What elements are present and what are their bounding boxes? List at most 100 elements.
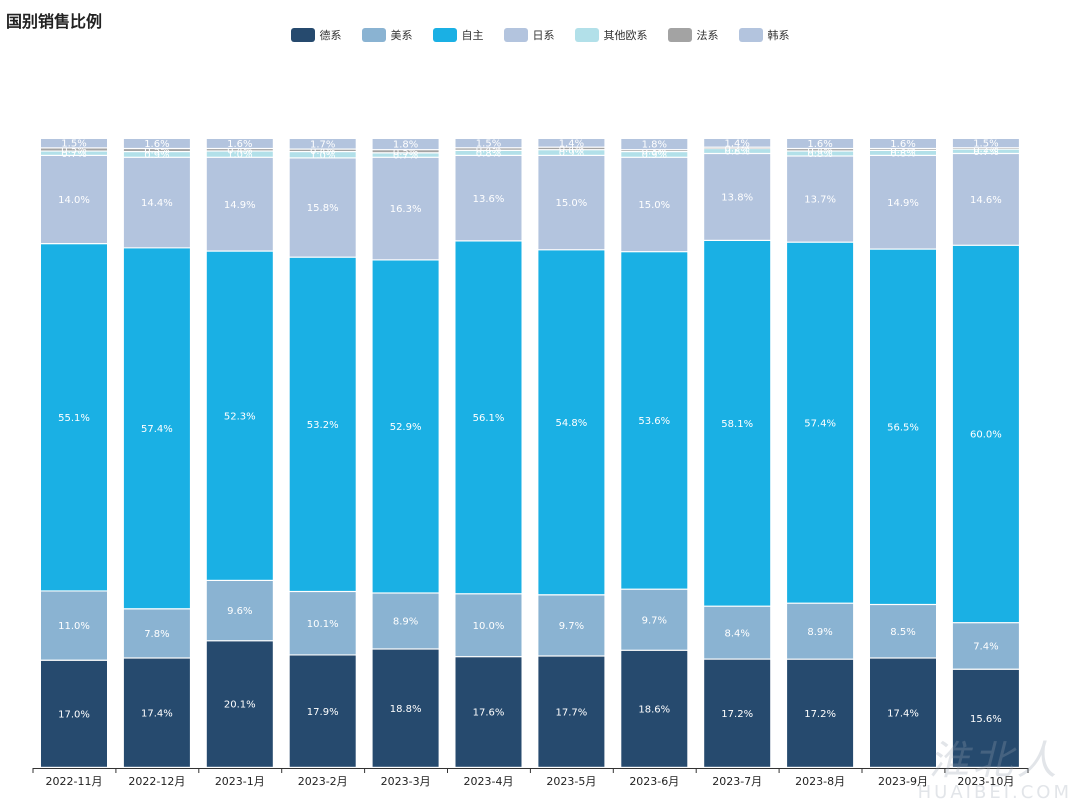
bar-segment[interactable] [372, 153, 439, 157]
bar-segment[interactable] [538, 139, 605, 147]
bar-segment[interactable] [206, 641, 273, 767]
legend-item[interactable]: 法系 [667, 27, 719, 43]
bar-segment[interactable] [455, 156, 522, 241]
bar-segment[interactable] [206, 581, 273, 641]
bar-segment[interactable] [538, 156, 605, 250]
data-label: 0.3% [890, 145, 915, 156]
bar-segment[interactable] [455, 657, 522, 767]
x-tick-label: 2023-7月 [712, 775, 762, 788]
data-label: 0.4% [476, 145, 501, 156]
bar-segment[interactable] [41, 139, 107, 148]
bar-segment[interactable] [123, 609, 190, 658]
legend-item[interactable]: 德系 [290, 27, 342, 43]
bar-segment[interactable] [787, 659, 854, 767]
bar-segment[interactable] [704, 241, 771, 606]
data-label: 0.9% [144, 150, 169, 161]
bar-segment[interactable] [952, 139, 1019, 148]
bar-segment[interactable] [870, 249, 936, 604]
bar-segment[interactable] [538, 595, 605, 656]
bar-segment[interactable] [41, 660, 107, 767]
bar-segment[interactable] [621, 152, 688, 157]
data-label: 0.4% [559, 144, 584, 155]
bar-segment[interactable] [289, 149, 356, 151]
bar-segment[interactable] [787, 156, 854, 242]
bar-segment[interactable] [538, 147, 605, 150]
bar-segment[interactable] [123, 157, 190, 248]
bar-segment[interactable] [206, 151, 273, 157]
bar-segment[interactable] [870, 149, 936, 150]
bar-segment[interactable] [289, 139, 356, 149]
bar-segment[interactable] [455, 148, 522, 150]
bar-segment[interactable] [870, 658, 936, 767]
data-label: 14.6% [970, 195, 1002, 206]
bar-segment[interactable] [41, 151, 107, 155]
bar-segment[interactable] [372, 649, 439, 767]
bar-segment[interactable] [372, 260, 439, 593]
bar-segment[interactable] [455, 241, 522, 594]
bar-segment[interactable] [41, 591, 107, 660]
bar-segment[interactable] [704, 149, 771, 153]
bar-segment[interactable] [206, 149, 273, 151]
bar-segment[interactable] [123, 658, 190, 767]
data-label: 8.5% [890, 627, 915, 638]
bar-segment[interactable] [704, 147, 771, 149]
bar-segment[interactable] [952, 623, 1019, 669]
bar-segment[interactable] [621, 252, 688, 589]
bar-segment[interactable] [206, 251, 273, 580]
bar-segment[interactable] [787, 139, 854, 148]
bar-segment[interactable] [123, 149, 190, 151]
bar-segment[interactable] [372, 139, 439, 150]
bar-segment[interactable] [952, 669, 1019, 767]
bar-segment[interactable] [289, 158, 356, 257]
data-label: 15.0% [556, 198, 588, 209]
bar-segment[interactable] [289, 152, 356, 158]
bar-segment[interactable] [787, 149, 854, 151]
bar-segment[interactable] [621, 150, 688, 151]
bar-segment[interactable] [289, 655, 356, 767]
bar-segment[interactable] [952, 149, 1019, 153]
bar-segment[interactable] [952, 148, 1019, 149]
bar-segment[interactable] [289, 257, 356, 591]
legend-item[interactable]: 美系 [361, 27, 413, 43]
bar-segment[interactable] [41, 244, 107, 591]
bar-segment[interactable] [704, 659, 771, 767]
bar-segment[interactable] [704, 606, 771, 659]
bar-segment[interactable] [123, 248, 190, 609]
bar-segment[interactable] [372, 593, 439, 649]
bar-segment[interactable] [41, 148, 107, 151]
bar-segment[interactable] [123, 152, 190, 157]
bar-segment[interactable] [787, 603, 854, 659]
bar-segment[interactable] [455, 151, 522, 155]
bar-segment[interactable] [870, 605, 936, 658]
bar-segment[interactable] [123, 139, 190, 148]
legend-item[interactable]: 自主 [432, 27, 484, 43]
bar-segment[interactable] [372, 150, 439, 153]
bar-segment[interactable] [372, 157, 439, 260]
bar-segment[interactable] [41, 156, 107, 243]
bar-segment[interactable] [621, 589, 688, 650]
bar-segment[interactable] [870, 156, 936, 249]
legend-item[interactable]: 韩系 [738, 27, 790, 43]
legend-item[interactable]: 其他欧系 [574, 27, 648, 43]
legend-item[interactable]: 日系 [503, 27, 555, 43]
bar-segment[interactable] [206, 157, 273, 251]
bar-segment[interactable] [870, 139, 936, 148]
bar-segment[interactable] [455, 594, 522, 657]
bar-segment[interactable] [206, 139, 273, 148]
bar-segment[interactable] [538, 150, 605, 155]
bar-segment[interactable] [704, 139, 771, 147]
bar-segment[interactable] [870, 151, 936, 155]
bar-segment[interactable] [952, 245, 1019, 623]
bar-segment[interactable] [538, 250, 605, 595]
bar-segment[interactable] [787, 151, 854, 156]
bar-segment[interactable] [621, 650, 688, 767]
bar-segment[interactable] [787, 242, 854, 603]
bar-segment[interactable] [289, 592, 356, 655]
x-tick-label: 2023-9月 [878, 775, 928, 788]
bar-segment[interactable] [621, 139, 688, 150]
bar-segment[interactable] [538, 656, 605, 767]
bar-segment[interactable] [704, 154, 771, 240]
bar-segment[interactable] [621, 157, 688, 252]
bar-segment[interactable] [952, 154, 1019, 245]
bar-segment[interactable] [455, 139, 522, 148]
